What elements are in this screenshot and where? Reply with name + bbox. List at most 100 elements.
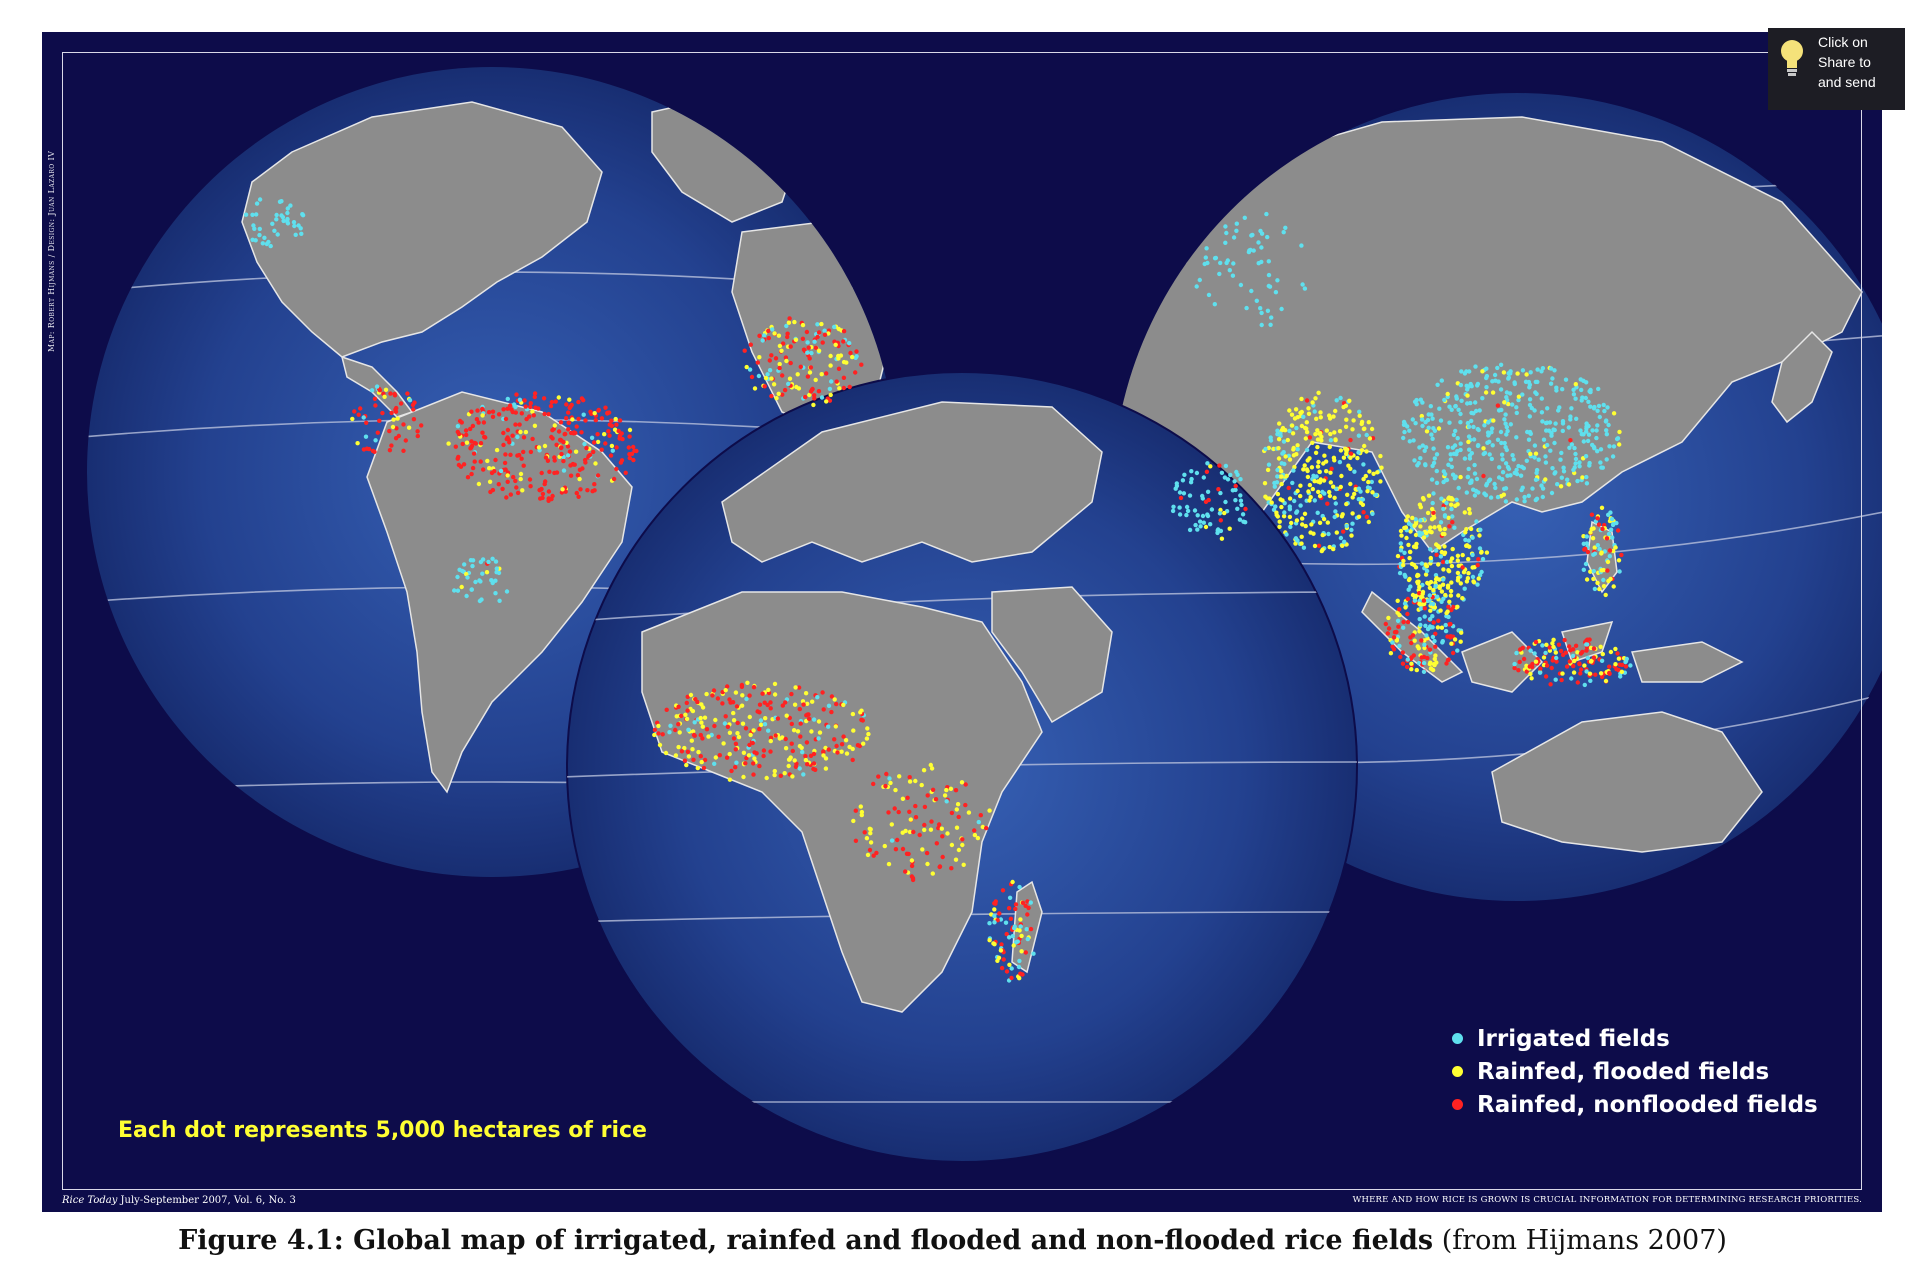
rice-field-dot — [1471, 579, 1476, 584]
rice-field-dot — [1488, 495, 1494, 500]
rice-field-dot — [1334, 398, 1339, 403]
rice-field-dot — [766, 335, 771, 341]
rice-field-dot — [921, 768, 927, 773]
rice-field-dot — [1550, 376, 1555, 381]
rice-field-dot — [489, 578, 494, 583]
rice-field-dot — [761, 748, 767, 753]
rice-field-dot — [1366, 479, 1371, 485]
rice-field-dot — [785, 331, 790, 336]
rice-field-dot — [1575, 680, 1581, 685]
rice-field-dot — [722, 721, 728, 726]
rice-field-dot — [1304, 429, 1310, 435]
rice-field-dot — [1585, 438, 1591, 444]
rice-field-dot — [1596, 386, 1601, 392]
rice-field-dot — [1404, 664, 1410, 670]
rice-field-dot — [1305, 474, 1311, 480]
rice-field-dot — [528, 484, 533, 489]
rice-field-dot — [1438, 554, 1444, 559]
rice-field-dot — [1435, 382, 1440, 387]
rice-field-dot — [1456, 593, 1461, 598]
rice-field-dot — [1595, 408, 1600, 413]
rice-field-dot — [1417, 616, 1422, 622]
rice-field-dot — [1425, 598, 1431, 603]
rice-field-dot — [1366, 519, 1372, 525]
rice-field-dot — [493, 559, 499, 564]
rice-field-dot — [1315, 479, 1321, 484]
rice-field-dot — [1391, 647, 1397, 652]
rice-field-dot — [1277, 421, 1282, 426]
rice-field-dot — [1287, 504, 1293, 509]
rice-field-dot — [1351, 418, 1356, 423]
rice-field-dot — [801, 772, 806, 777]
rice-field-dot — [1307, 482, 1313, 488]
rice-field-dot — [257, 232, 262, 238]
rice-field-dot — [485, 458, 490, 464]
rice-field-dot — [1434, 452, 1440, 457]
rice-field-dot — [808, 365, 814, 370]
rice-field-dot — [546, 489, 552, 494]
rice-field-dot — [1562, 637, 1567, 643]
rice-field-dot — [1418, 524, 1423, 529]
rice-field-dot — [887, 776, 892, 781]
rice-field-dot — [1455, 648, 1460, 653]
rice-field-dot — [735, 720, 740, 726]
rice-field-dot — [1258, 306, 1263, 311]
rice-field-dot — [1589, 526, 1594, 532]
rice-field-dot — [1412, 638, 1417, 643]
rice-field-dot — [469, 443, 475, 449]
rice-field-dot — [1459, 369, 1464, 374]
rice-field-dot — [546, 498, 551, 503]
rice-field-dot — [1407, 555, 1412, 561]
rice-field-dot — [631, 444, 636, 450]
rice-field-dot — [751, 685, 757, 690]
rice-field-dot — [513, 478, 518, 484]
rice-field-dot — [446, 441, 451, 446]
rice-field-dot — [745, 680, 750, 685]
rice-field-dot — [710, 693, 715, 698]
rice-field-dot — [851, 728, 856, 733]
rice-field-dot — [1616, 558, 1622, 563]
rice-field-dot — [1613, 662, 1618, 667]
rice-field-dot — [1595, 543, 1601, 548]
rice-field-dot — [803, 754, 808, 759]
rice-field-dot — [481, 420, 487, 425]
share-tooltip[interactable]: Click on Share to and send — [1768, 28, 1905, 110]
rice-field-dot — [1307, 435, 1313, 440]
rice-field-dot — [1218, 260, 1223, 266]
rice-field-dot — [1518, 647, 1523, 652]
rice-field-dot — [1218, 490, 1223, 496]
rice-field-dot — [893, 787, 898, 793]
rice-field-dot — [460, 441, 465, 447]
rice-field-dot — [829, 379, 834, 384]
rice-field-dot — [1398, 548, 1404, 553]
rice-field-dot — [1184, 504, 1190, 510]
rice-field-dot — [933, 797, 939, 802]
rice-field-dot — [553, 399, 558, 404]
rice-field-dot — [1587, 671, 1593, 676]
figure-caption: Figure 4.1: Global map of irrigated, rai… — [0, 1225, 1905, 1256]
rice-field-dot — [456, 462, 462, 468]
rice-field-dot — [1294, 518, 1300, 523]
rice-field-dot — [865, 852, 871, 858]
rice-field-dot — [540, 491, 546, 497]
rice-field-dot — [556, 429, 562, 434]
rice-field-dot — [501, 430, 506, 436]
rice-field-dot — [1445, 583, 1451, 588]
rice-field-dot — [627, 455, 632, 461]
rice-field-dot — [854, 354, 859, 359]
rice-field-dot — [785, 334, 790, 340]
rice-field-dot — [1623, 664, 1629, 669]
rice-field-dot — [698, 754, 703, 759]
rice-field-dot — [465, 575, 470, 580]
rice-field-dot — [1448, 457, 1454, 462]
rice-field-dot — [1269, 315, 1274, 320]
rice-field-dot — [1533, 639, 1539, 645]
rice-field-dot — [1466, 557, 1471, 562]
rice-field-dot — [1417, 533, 1423, 538]
rice-field-dot — [1539, 410, 1545, 415]
rice-field-dot — [1601, 577, 1606, 583]
rice-field-dot — [733, 747, 738, 752]
rice-field-dot — [619, 458, 625, 463]
rice-field-dot — [1388, 651, 1394, 656]
rice-field-dot — [1455, 449, 1460, 454]
